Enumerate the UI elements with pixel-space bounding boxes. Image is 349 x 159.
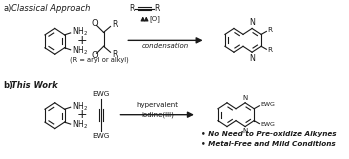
Text: (R = aryl or alkyl): (R = aryl or alkyl) bbox=[70, 56, 128, 63]
Text: R: R bbox=[267, 28, 272, 33]
Text: b): b) bbox=[3, 81, 13, 90]
Text: • No Need to Pre-oxidize Alkynes: • No Need to Pre-oxidize Alkynes bbox=[201, 131, 337, 137]
Text: EWG: EWG bbox=[260, 102, 275, 107]
Text: N: N bbox=[243, 95, 248, 101]
Text: R: R bbox=[267, 47, 272, 53]
Text: R: R bbox=[112, 20, 118, 29]
Text: hypervalent: hypervalent bbox=[136, 102, 179, 108]
Text: R: R bbox=[154, 4, 159, 13]
Text: R: R bbox=[129, 4, 135, 13]
Text: iodine(III): iodine(III) bbox=[141, 112, 174, 118]
Text: EWG: EWG bbox=[92, 91, 110, 97]
Text: NH$_2$: NH$_2$ bbox=[72, 119, 88, 131]
Text: EWG: EWG bbox=[92, 133, 110, 138]
Text: NH$_2$: NH$_2$ bbox=[72, 100, 88, 113]
Text: O: O bbox=[91, 19, 98, 28]
Text: N: N bbox=[249, 18, 255, 27]
Text: condensation: condensation bbox=[142, 43, 189, 49]
Text: EWG: EWG bbox=[260, 122, 275, 127]
Text: This Work: This Work bbox=[11, 81, 58, 90]
Text: [O]: [O] bbox=[150, 15, 161, 22]
Text: +: + bbox=[76, 34, 87, 47]
Text: R: R bbox=[112, 50, 118, 59]
Text: +: + bbox=[76, 108, 87, 121]
Text: a): a) bbox=[3, 4, 12, 13]
Text: NH$_2$: NH$_2$ bbox=[72, 26, 88, 38]
Text: O: O bbox=[91, 51, 98, 60]
Text: Classical Approach: Classical Approach bbox=[11, 4, 90, 13]
Text: • Metal-Free and Mild Conditions: • Metal-Free and Mild Conditions bbox=[201, 142, 336, 147]
Text: N: N bbox=[249, 54, 255, 63]
Text: NH$_2$: NH$_2$ bbox=[72, 45, 88, 57]
Text: N: N bbox=[243, 128, 248, 134]
